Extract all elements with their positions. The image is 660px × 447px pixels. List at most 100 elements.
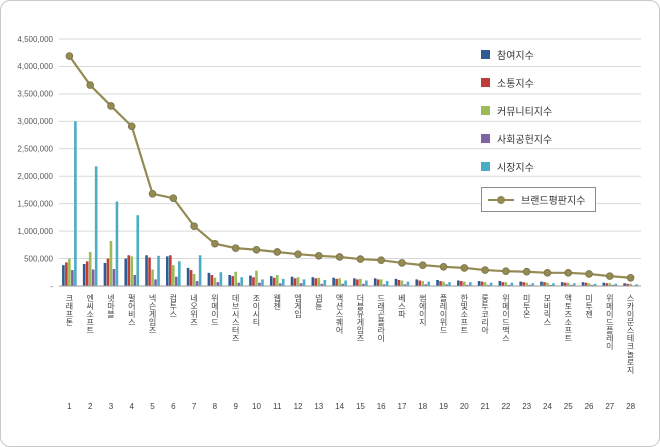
bar-market xyxy=(572,283,576,286)
bar-communication xyxy=(501,282,505,286)
bar-participation xyxy=(82,264,86,286)
bar-social-contribution xyxy=(466,284,469,286)
bar-social-contribution xyxy=(382,284,386,286)
x-axis-rank-number: 19 xyxy=(439,402,448,411)
x-axis-category-label: 스카이문스테크놀로지 xyxy=(626,294,636,374)
line-marker xyxy=(335,253,344,261)
bar-participation xyxy=(290,276,294,286)
x-axis-rank-number: 11 xyxy=(273,402,282,411)
bar-communication xyxy=(252,277,255,286)
x-axis-category-label: 크래프톤 xyxy=(64,294,74,326)
bar-social-contribution xyxy=(258,282,261,286)
bar-market xyxy=(136,215,140,286)
line-marker xyxy=(502,267,510,275)
line-marker xyxy=(315,252,323,260)
bar-social-contribution xyxy=(590,284,594,286)
x-axis-category-label: 위메이드 xyxy=(210,294,220,326)
bar-communication xyxy=(543,282,546,286)
bar-participation xyxy=(519,281,522,286)
x-axis-rank-number: 22 xyxy=(501,402,511,411)
bar-social-contribution xyxy=(486,284,490,286)
bar-market xyxy=(448,282,451,286)
bar-communication xyxy=(522,282,525,286)
bar-participation xyxy=(602,282,606,286)
bar-participation xyxy=(560,282,564,286)
legend-label: 브랜드평판지수 xyxy=(521,196,586,207)
x-axis-rank-number: 8 xyxy=(212,402,218,411)
x-axis-category-label: 액션스퀘어 xyxy=(335,294,345,334)
x-axis-rank-number: 13 xyxy=(314,402,324,411)
bar-market xyxy=(510,282,514,286)
y-axis-tick-label: 1,000,000 xyxy=(17,227,53,236)
y-axis-tick-label: - xyxy=(50,282,53,291)
x-axis-rank-number: 10 xyxy=(252,402,261,411)
bar-community xyxy=(483,282,487,286)
x-axis-category-label: 컴투스 xyxy=(168,294,178,318)
line-marker xyxy=(86,81,94,89)
bar-participation xyxy=(436,279,439,286)
x-axis-rank-number: 14 xyxy=(335,402,345,411)
bar-community xyxy=(566,282,570,286)
line-marker xyxy=(107,102,115,110)
bar-social-contribution xyxy=(216,282,220,286)
bar-social-contribution xyxy=(278,283,282,286)
x-axis-rank-number: 27 xyxy=(605,402,615,411)
line-marker xyxy=(211,239,219,248)
line-marker xyxy=(273,248,282,256)
legend-label: 사회공헌지수 xyxy=(497,135,553,146)
x-axis-rank-number: 7 xyxy=(191,402,197,411)
x-axis-category-label: 엠게임 xyxy=(293,294,303,318)
bar-community xyxy=(504,282,508,286)
bar-communication xyxy=(439,281,442,286)
line-marker xyxy=(543,269,552,277)
bar-social-contribution xyxy=(320,283,324,286)
x-axis-category-label: 한빛소프트 xyxy=(459,294,469,334)
bar-social-contribution xyxy=(154,279,157,286)
bar-communication xyxy=(293,278,297,286)
bar-community xyxy=(338,278,341,286)
legend-item-community: 커뮤니티지수 xyxy=(481,103,552,118)
bar-communication xyxy=(127,255,131,286)
bar-market xyxy=(157,255,160,286)
x-axis-category-label: 위메이드플레이 xyxy=(605,294,615,350)
line-marker xyxy=(460,264,469,272)
bar-communication xyxy=(605,283,609,286)
y-axis-tick-label: 500,000 xyxy=(24,254,53,263)
bar-market xyxy=(178,261,181,286)
bar-participation xyxy=(166,256,169,286)
legend-swatch-icon xyxy=(481,106,490,115)
bar-participation xyxy=(311,277,315,286)
legend-label: 커뮤니티지수 xyxy=(497,107,553,118)
bar-market xyxy=(74,121,77,286)
bar-participation xyxy=(415,279,419,286)
bar-communication xyxy=(376,279,380,286)
bar-communication xyxy=(231,276,234,286)
bar-market xyxy=(219,272,223,286)
x-axis-rank-number: 23 xyxy=(522,402,532,411)
bar-social-contribution xyxy=(569,284,573,286)
bar-community xyxy=(255,270,258,286)
x-axis-category-label: 액토즈소프트 xyxy=(563,294,573,342)
legend-label: 소통지수 xyxy=(497,79,534,90)
bar-market xyxy=(115,201,119,286)
bar-communication xyxy=(584,282,588,286)
bar-participation xyxy=(103,262,107,286)
bar-community xyxy=(192,273,196,286)
bar-market xyxy=(302,279,306,286)
x-axis-category-label: 룽투코리아 xyxy=(480,294,490,334)
bar-community xyxy=(463,281,466,286)
bar-participation xyxy=(228,275,231,286)
bar-participation xyxy=(540,281,543,286)
chart-legend: 참여지수 소통지수 커뮤니티지수 사회공헌지수 시장지수 브랜드평판지수 xyxy=(481,47,597,212)
x-axis-rank-number: 17 xyxy=(397,402,407,411)
bar-participation xyxy=(498,281,502,286)
bar-community xyxy=(359,278,362,286)
bar-communication xyxy=(563,282,567,286)
bar-communication xyxy=(169,255,172,286)
bar-social-contribution xyxy=(403,284,407,286)
bar-communication xyxy=(272,277,276,286)
bar-community xyxy=(400,280,404,286)
legend-item-market: 시장지수 xyxy=(481,159,534,174)
